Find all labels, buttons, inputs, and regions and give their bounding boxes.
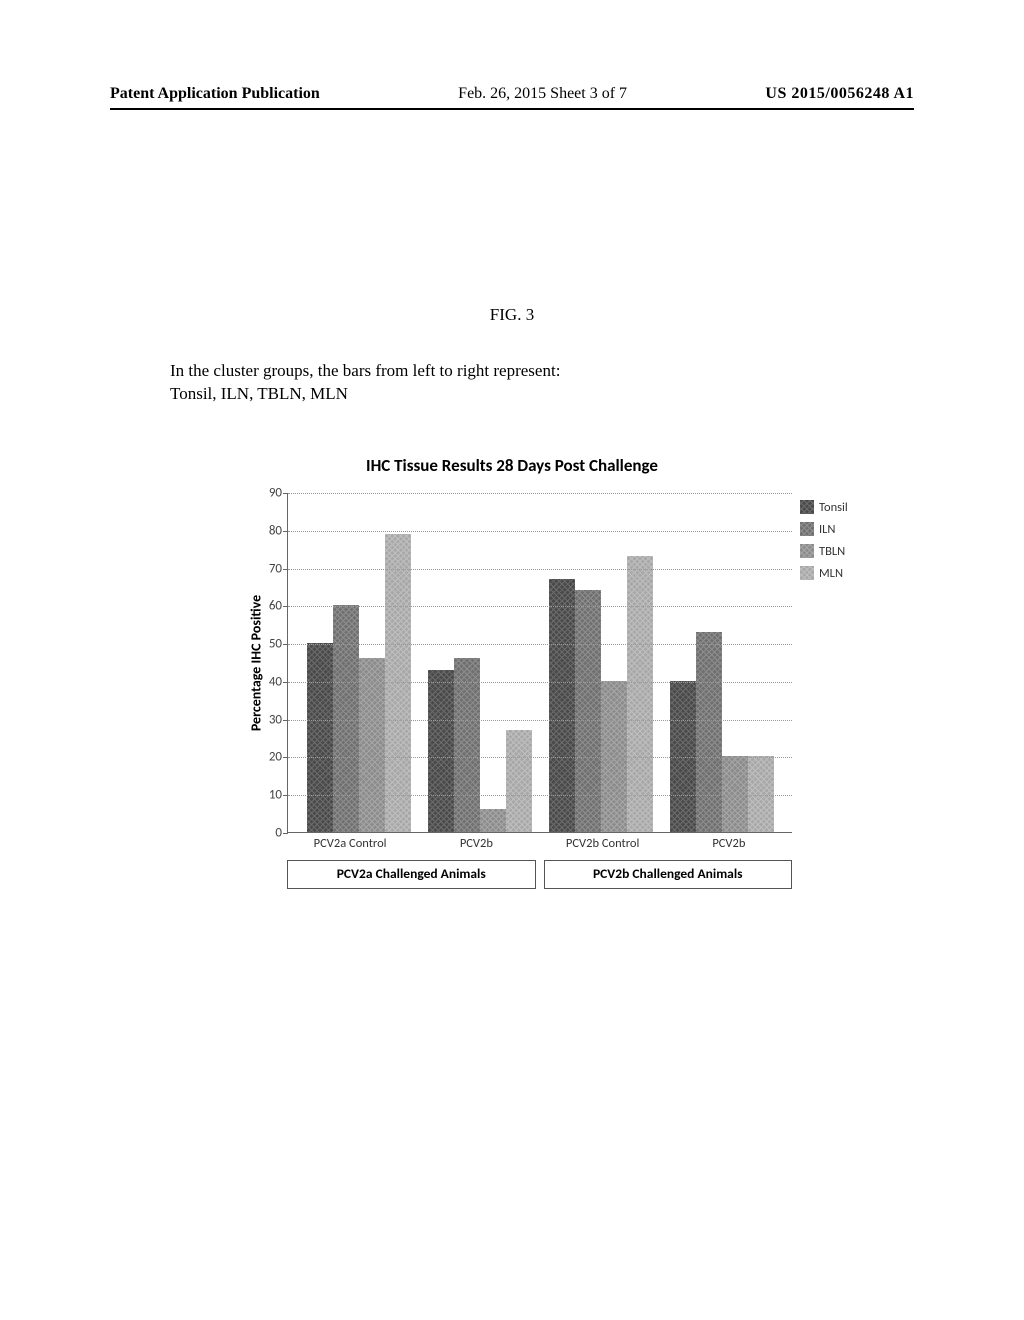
bar-iln xyxy=(454,658,480,832)
bar-cluster xyxy=(428,658,532,832)
chart-title: IHC Tissue Results 28 Days Post Challeng… xyxy=(0,455,1024,476)
y-tick-mark xyxy=(283,833,288,834)
bar-fill xyxy=(549,579,575,832)
group-label: PCV2a Challenged Animals xyxy=(287,860,536,889)
figure-note: In the cluster groups, the bars from lef… xyxy=(170,360,560,406)
bar-tonsil xyxy=(549,579,575,832)
bar-tonsil xyxy=(428,670,454,832)
plot-area: Percentage IHC Positive 0102030405060708… xyxy=(287,493,792,833)
y-tick-label: 20 xyxy=(269,750,282,765)
bar-fill xyxy=(506,730,532,832)
patent-header: Patent Application Publication Feb. 26, … xyxy=(110,85,914,103)
header-rule xyxy=(110,108,914,110)
gridline xyxy=(288,644,792,645)
bar-fill xyxy=(601,681,627,832)
bar-tonsil xyxy=(670,681,696,832)
bar-fill xyxy=(748,756,774,832)
bar-tbln xyxy=(722,756,748,832)
chart-legend: Tonsil ILN TBLN MLN xyxy=(800,496,875,584)
header-right: US 2015/0056248 A1 xyxy=(765,85,914,103)
y-tick-label: 50 xyxy=(269,637,282,652)
y-tick-mark xyxy=(283,569,288,570)
y-tick-mark xyxy=(283,606,288,607)
gridline xyxy=(288,531,792,532)
legend-item: ILN xyxy=(800,518,875,540)
bar-fill xyxy=(359,658,385,832)
gridline xyxy=(288,682,792,683)
y-tick-label: 90 xyxy=(269,486,282,501)
bar-iln xyxy=(696,632,722,832)
legend-swatch xyxy=(800,566,814,580)
bar-tbln xyxy=(359,658,385,832)
x-tick-label: PCV2b xyxy=(413,836,539,851)
x-axis-labels: PCV2a ControlPCV2bPCV2b ControlPCV2b xyxy=(287,836,792,851)
y-tick-label: 40 xyxy=(269,674,282,689)
x-tick-label: PCV2a Control xyxy=(287,836,413,851)
legend-label: ILN xyxy=(819,522,835,537)
figure-label: FIG. 3 xyxy=(0,305,1024,325)
y-axis-label: Percentage IHC Positive xyxy=(248,594,265,730)
y-tick-mark xyxy=(283,682,288,683)
x-tick-label: PCV2b Control xyxy=(540,836,666,851)
bar-tonsil xyxy=(307,643,333,832)
legend-item: MLN xyxy=(800,562,875,584)
y-tick-label: 60 xyxy=(269,599,282,614)
bar-tbln xyxy=(480,809,506,832)
gridline xyxy=(288,720,792,721)
group-label: PCV2b Challenged Animals xyxy=(544,860,793,889)
gridline xyxy=(288,569,792,570)
gridline xyxy=(288,795,792,796)
gridline xyxy=(288,493,792,494)
y-tick-label: 80 xyxy=(269,523,282,538)
y-tick-label: 10 xyxy=(269,788,282,803)
y-tick-mark xyxy=(283,493,288,494)
legend-item: Tonsil xyxy=(800,496,875,518)
bar-mln xyxy=(627,556,653,832)
legend-label: MLN xyxy=(819,566,843,581)
bar-fill xyxy=(627,556,653,832)
x-tick-label: PCV2b xyxy=(666,836,792,851)
bar-fill xyxy=(454,658,480,832)
group-label-boxes: PCV2a Challenged Animals PCV2b Challenged… xyxy=(287,860,792,889)
bar-fill xyxy=(480,809,506,832)
y-tick-mark xyxy=(283,644,288,645)
legend-item: TBLN xyxy=(800,540,875,562)
legend-swatch xyxy=(800,522,814,536)
legend-label: Tonsil xyxy=(819,500,848,515)
y-tick-label: 70 xyxy=(269,561,282,576)
legend-swatch xyxy=(800,544,814,558)
bar-fill xyxy=(722,756,748,832)
bar-tbln xyxy=(601,681,627,832)
legend-swatch xyxy=(800,500,814,514)
bar-clusters xyxy=(288,493,792,832)
ihc-bar-chart: Percentage IHC Positive 0 10 20 30 40 50 60 70 8… xyxy=(225,488,835,913)
header-center: Feb. 26, 2015 Sheet 3 of 7 xyxy=(458,85,627,103)
note-line-1: In the cluster groups, the bars from lef… xyxy=(170,360,560,383)
note-line-2: Tonsil, ILN, TBLN, MLN xyxy=(170,383,560,406)
gridline xyxy=(288,606,792,607)
y-tick-mark xyxy=(283,720,288,721)
bar-cluster xyxy=(549,556,653,832)
bar-cluster xyxy=(670,632,774,832)
legend-label: TBLN xyxy=(819,544,845,559)
y-tick-label: 30 xyxy=(269,712,282,727)
header-left: Patent Application Publication xyxy=(110,85,320,103)
y-tick-label: 0 xyxy=(275,826,282,841)
bar-fill xyxy=(696,632,722,832)
y-tick-mark xyxy=(283,531,288,532)
bar-fill xyxy=(670,681,696,832)
bar-fill xyxy=(428,670,454,832)
bar-mln xyxy=(748,756,774,832)
bar-mln xyxy=(506,730,532,832)
bar-fill xyxy=(307,643,333,832)
y-tick-mark xyxy=(283,757,288,758)
y-tick-mark xyxy=(283,795,288,796)
gridline xyxy=(288,757,792,758)
